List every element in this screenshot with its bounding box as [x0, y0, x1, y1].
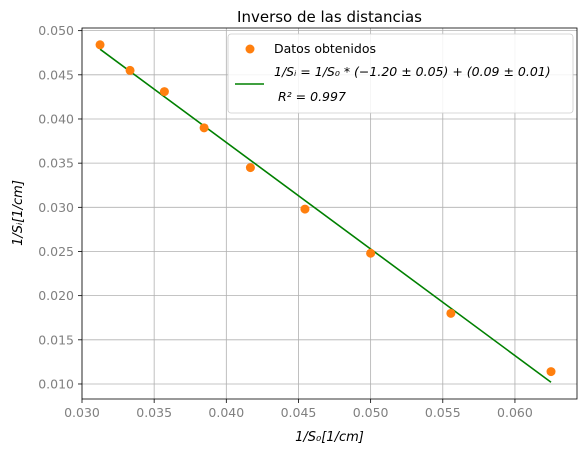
data-point	[366, 248, 376, 258]
x-axis-label: 1/S₀[1/cm]	[295, 430, 364, 445]
legend-label-fit-r2: R² = 0.997	[278, 89, 346, 104]
legend-label-fit-equation: 1/Sᵢ = 1/S₀ * (−1.20 ± 0.05) + (0.09 ± 0…	[274, 64, 551, 79]
y-axis-ticks: 0.010 0.015 0.020 0.025 0.030 0.035 0.040 0.045…	[38, 23, 82, 391]
legend-label-datos: Datos obtenidos	[274, 41, 376, 56]
legend-marker-datos	[245, 44, 255, 54]
data-point	[546, 367, 556, 377]
y-tick-label: 0.050	[38, 23, 74, 38]
x-tick-label: 0.035	[136, 405, 172, 420]
data-point	[300, 204, 310, 214]
fit-line-layer	[99, 48, 552, 383]
data-point	[199, 123, 209, 133]
y-tick-label: 0.010	[38, 376, 74, 391]
chart-title: Inverso de las distancias	[237, 8, 422, 26]
legend-box	[227, 33, 574, 114]
legend: Datos obtenidos 1/Sᵢ = 1/S₀ * (−1.20 ± 0…	[227, 33, 574, 114]
plot-frame	[81, 27, 578, 400]
x-tick-label: 0.045	[281, 405, 317, 420]
x-axis-ticks: 0.030 0.035 0.040 0.045 0.050 0.055 0.060	[64, 399, 533, 420]
x-tick-label: 0.040	[208, 405, 244, 420]
y-tick-label: 0.020	[38, 288, 74, 303]
y-tick-label: 0.025	[38, 244, 74, 259]
data-point	[159, 87, 169, 97]
x-tick-label: 0.055	[425, 405, 461, 420]
y-tick-label: 0.040	[38, 111, 74, 126]
fit-line	[99, 48, 552, 383]
data-point	[95, 40, 105, 50]
x-tick-label: 0.050	[353, 405, 389, 420]
data-point	[125, 65, 135, 75]
data-point	[245, 163, 255, 173]
y-tick-label: 0.035	[38, 156, 74, 171]
x-tick-label: 0.060	[497, 405, 533, 420]
y-tick-label: 0.030	[38, 200, 74, 215]
y-tick-label: 0.015	[38, 332, 74, 347]
data-point	[446, 308, 456, 318]
data-points-layer	[95, 40, 556, 377]
x-tick-label: 0.030	[64, 405, 100, 420]
y-axis-label: 1/Sᵢ[1/cm]	[11, 180, 26, 246]
y-tick-label: 0.045	[38, 67, 74, 82]
